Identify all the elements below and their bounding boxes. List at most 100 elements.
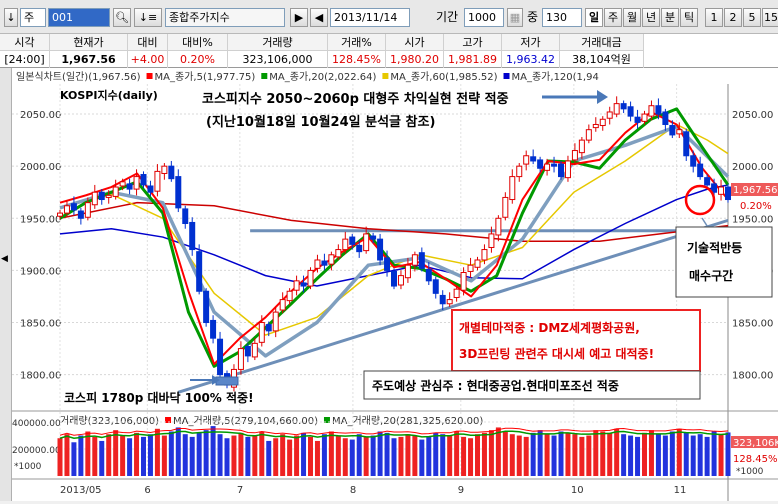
volume-bar [57,438,63,476]
volume-bar [593,430,599,476]
candle-body [293,280,300,291]
play-right-icon[interactable]: ▶ [290,8,308,27]
quote-header: 거래% [328,34,386,51]
volume-bar [642,432,647,476]
bottom-marker [215,376,239,386]
interval-button-0[interactable]: 일 [585,8,603,27]
volume-value-tag [731,436,778,448]
play-left-icon[interactable]: ◀ [310,8,328,27]
candle-body [182,208,189,225]
interval-button-3[interactable]: 년 [642,8,660,27]
candle-body [91,191,98,206]
volume-bar [718,434,724,476]
chart-title: KOSPI지수(daily) [60,88,158,102]
candle-body [530,156,537,162]
y-tick-left: 1900.00 [20,266,61,277]
annotation-headline: 코스피지수 2050~2060p 대형주 차익실현 전략 적중 [202,91,509,107]
candle-body [377,238,384,261]
volume-bar [419,439,425,476]
series-line-0 [59,110,729,366]
x-tick: 2013/05 [60,485,102,496]
volume-bar [488,430,494,476]
interval-button-9[interactable]: 15 [762,8,778,27]
interval-button-2[interactable]: 월 [623,8,641,27]
candle-body [669,125,676,136]
volume-bar [384,432,390,476]
current-change-label: 0.20% [740,201,772,212]
candle-body [147,185,154,193]
arrow-down-icon[interactable]: ↓ [4,8,18,27]
interval-button-6[interactable]: 1 [705,8,723,27]
volume-bar [648,430,654,476]
legend-swatch [503,73,510,79]
volume-bar [99,440,105,476]
rebound-line2: 매수구간 [689,268,733,283]
volume-right-unit: *1000 [736,467,764,477]
collapse-left-icon[interactable]: ◀ [1,254,8,264]
sort-icon[interactable]: ↓≡ [134,8,162,27]
quote-value: 1,981.89 [444,51,502,68]
volume-bar [697,434,703,476]
candle-body [725,186,731,201]
interval-button-8[interactable]: 5 [743,8,761,27]
candle-body [502,196,509,218]
quote-value: 1,980.20 [386,51,444,68]
candle-body [592,123,599,129]
interval-button-1[interactable]: 주 [604,8,622,27]
volume-bar [495,427,501,476]
rebound-box [675,226,773,298]
candle-body [356,244,363,253]
theme-line1: 개별테마적중 : DMZ세계평화공원, [459,320,640,335]
candle-body [474,259,481,268]
date-input[interactable]: 2013/11/14 [330,8,410,27]
market-code-select[interactable]: 주 [20,8,46,27]
candle-body [175,176,182,209]
candle-body [655,105,662,115]
candle-body [453,288,460,299]
volume-bar [154,428,160,476]
quote-value: 323,106,000 [228,51,328,68]
candle-body [286,290,293,302]
toolbar: ↓ 주 001 🔍︎ ↓≡ 종합주가지수 ▶ ◀ 2013/11/14 기간 1… [0,0,778,34]
price-chart: 일본식차트(일간)(1,967.56) MA_종가,5(1,977.75) MA_종… [12,68,778,501]
quote-value: 1,963.42 [502,51,560,68]
volume-bar [210,426,216,476]
volume-bar [161,435,167,476]
unit-input[interactable]: 130 [542,8,582,27]
volume-y-tick: 400000.00 [12,419,61,429]
candle-body [599,118,606,127]
candle-body [564,160,571,179]
volume-bar [182,434,188,476]
item-code-input[interactable]: 001 [48,8,110,27]
interval-button-4[interactable]: 분 [661,8,679,27]
candle-body [467,264,474,272]
quote-value: 0.20% [168,51,228,68]
interval-button-7[interactable]: 2 [724,8,742,27]
search-icon[interactable]: 🔍︎ [113,8,131,27]
volume-bar [669,431,675,476]
volume-bar [328,431,334,476]
candle-body [272,311,279,332]
volume-bar [621,434,627,476]
volume-bar [600,431,606,476]
volume-bar [412,435,418,476]
volume-ma5-line [59,427,729,436]
candle-body [244,346,251,357]
volume-bar [635,436,641,476]
candle-body [558,163,564,178]
legend-label: MA_종가,60(1,985.52) [390,71,497,83]
quote-value: [24:00] [0,51,50,68]
candle-body [446,299,453,305]
period-input[interactable]: 1000 [464,8,504,27]
volume-bar [440,434,446,476]
period-label: 기간 [436,10,459,24]
volume-bar [704,436,710,476]
current-price-label: 1,967.56 [733,185,778,196]
interval-button-5[interactable]: 틱 [680,8,698,27]
candle-body [307,269,314,287]
quote-value: 38,104억원 [560,51,644,68]
volume-bar [342,438,348,476]
grid-icon[interactable]: ▦ [507,8,523,27]
volume-bar [607,432,613,476]
candle-body [384,257,391,271]
